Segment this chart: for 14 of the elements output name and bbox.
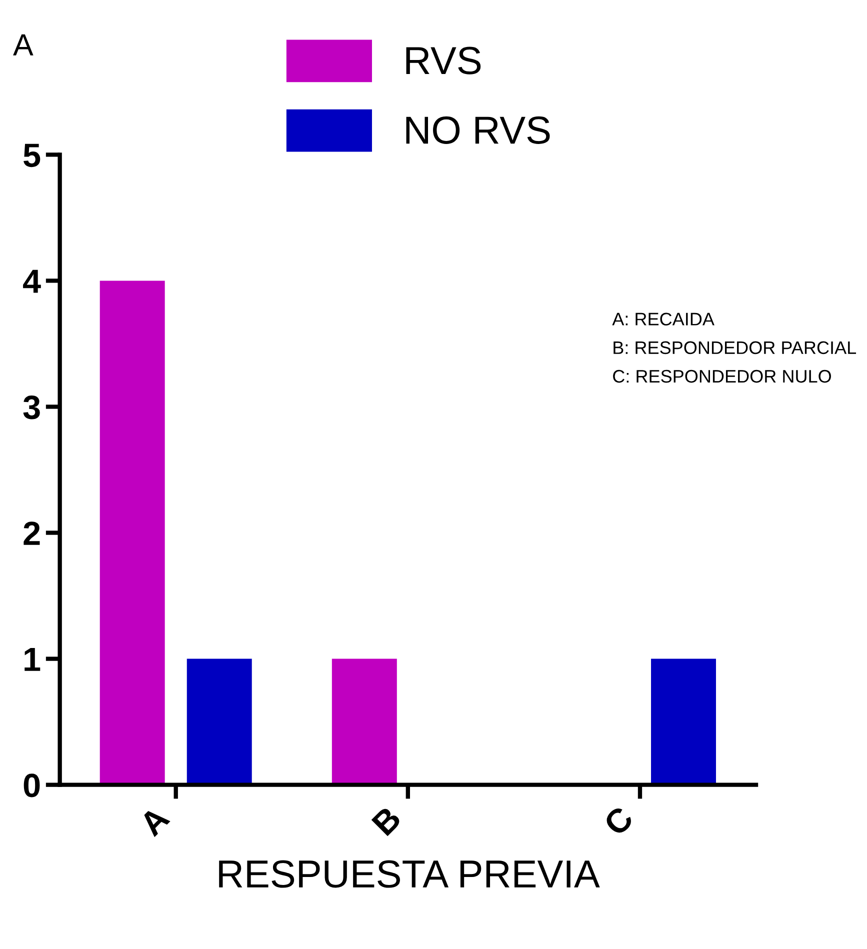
x-axis-title: RESPUESTA PREVIA [219,860,600,888]
annotation: A: RECAIDA B: RESPONDEDOR PARCIAL C: RESPONDEDOR NULO [612,312,856,383]
x-tick-label: C [602,804,635,837]
x-tick-label: B [371,806,402,836]
legend-label: RVS [406,46,481,74]
y-tick-label: 0 [24,774,40,798]
y-tick-label: 1 [24,648,40,671]
text: A [13,34,34,56]
x-tick-label: A [138,805,170,838]
y-tick-label: 4 [23,270,41,293]
y-tick-label: 5 [24,144,40,168]
legend-label: NO RVS [406,116,550,144]
y-tick-label: 3 [23,396,40,420]
y-tick-label: 2 [24,522,40,545]
